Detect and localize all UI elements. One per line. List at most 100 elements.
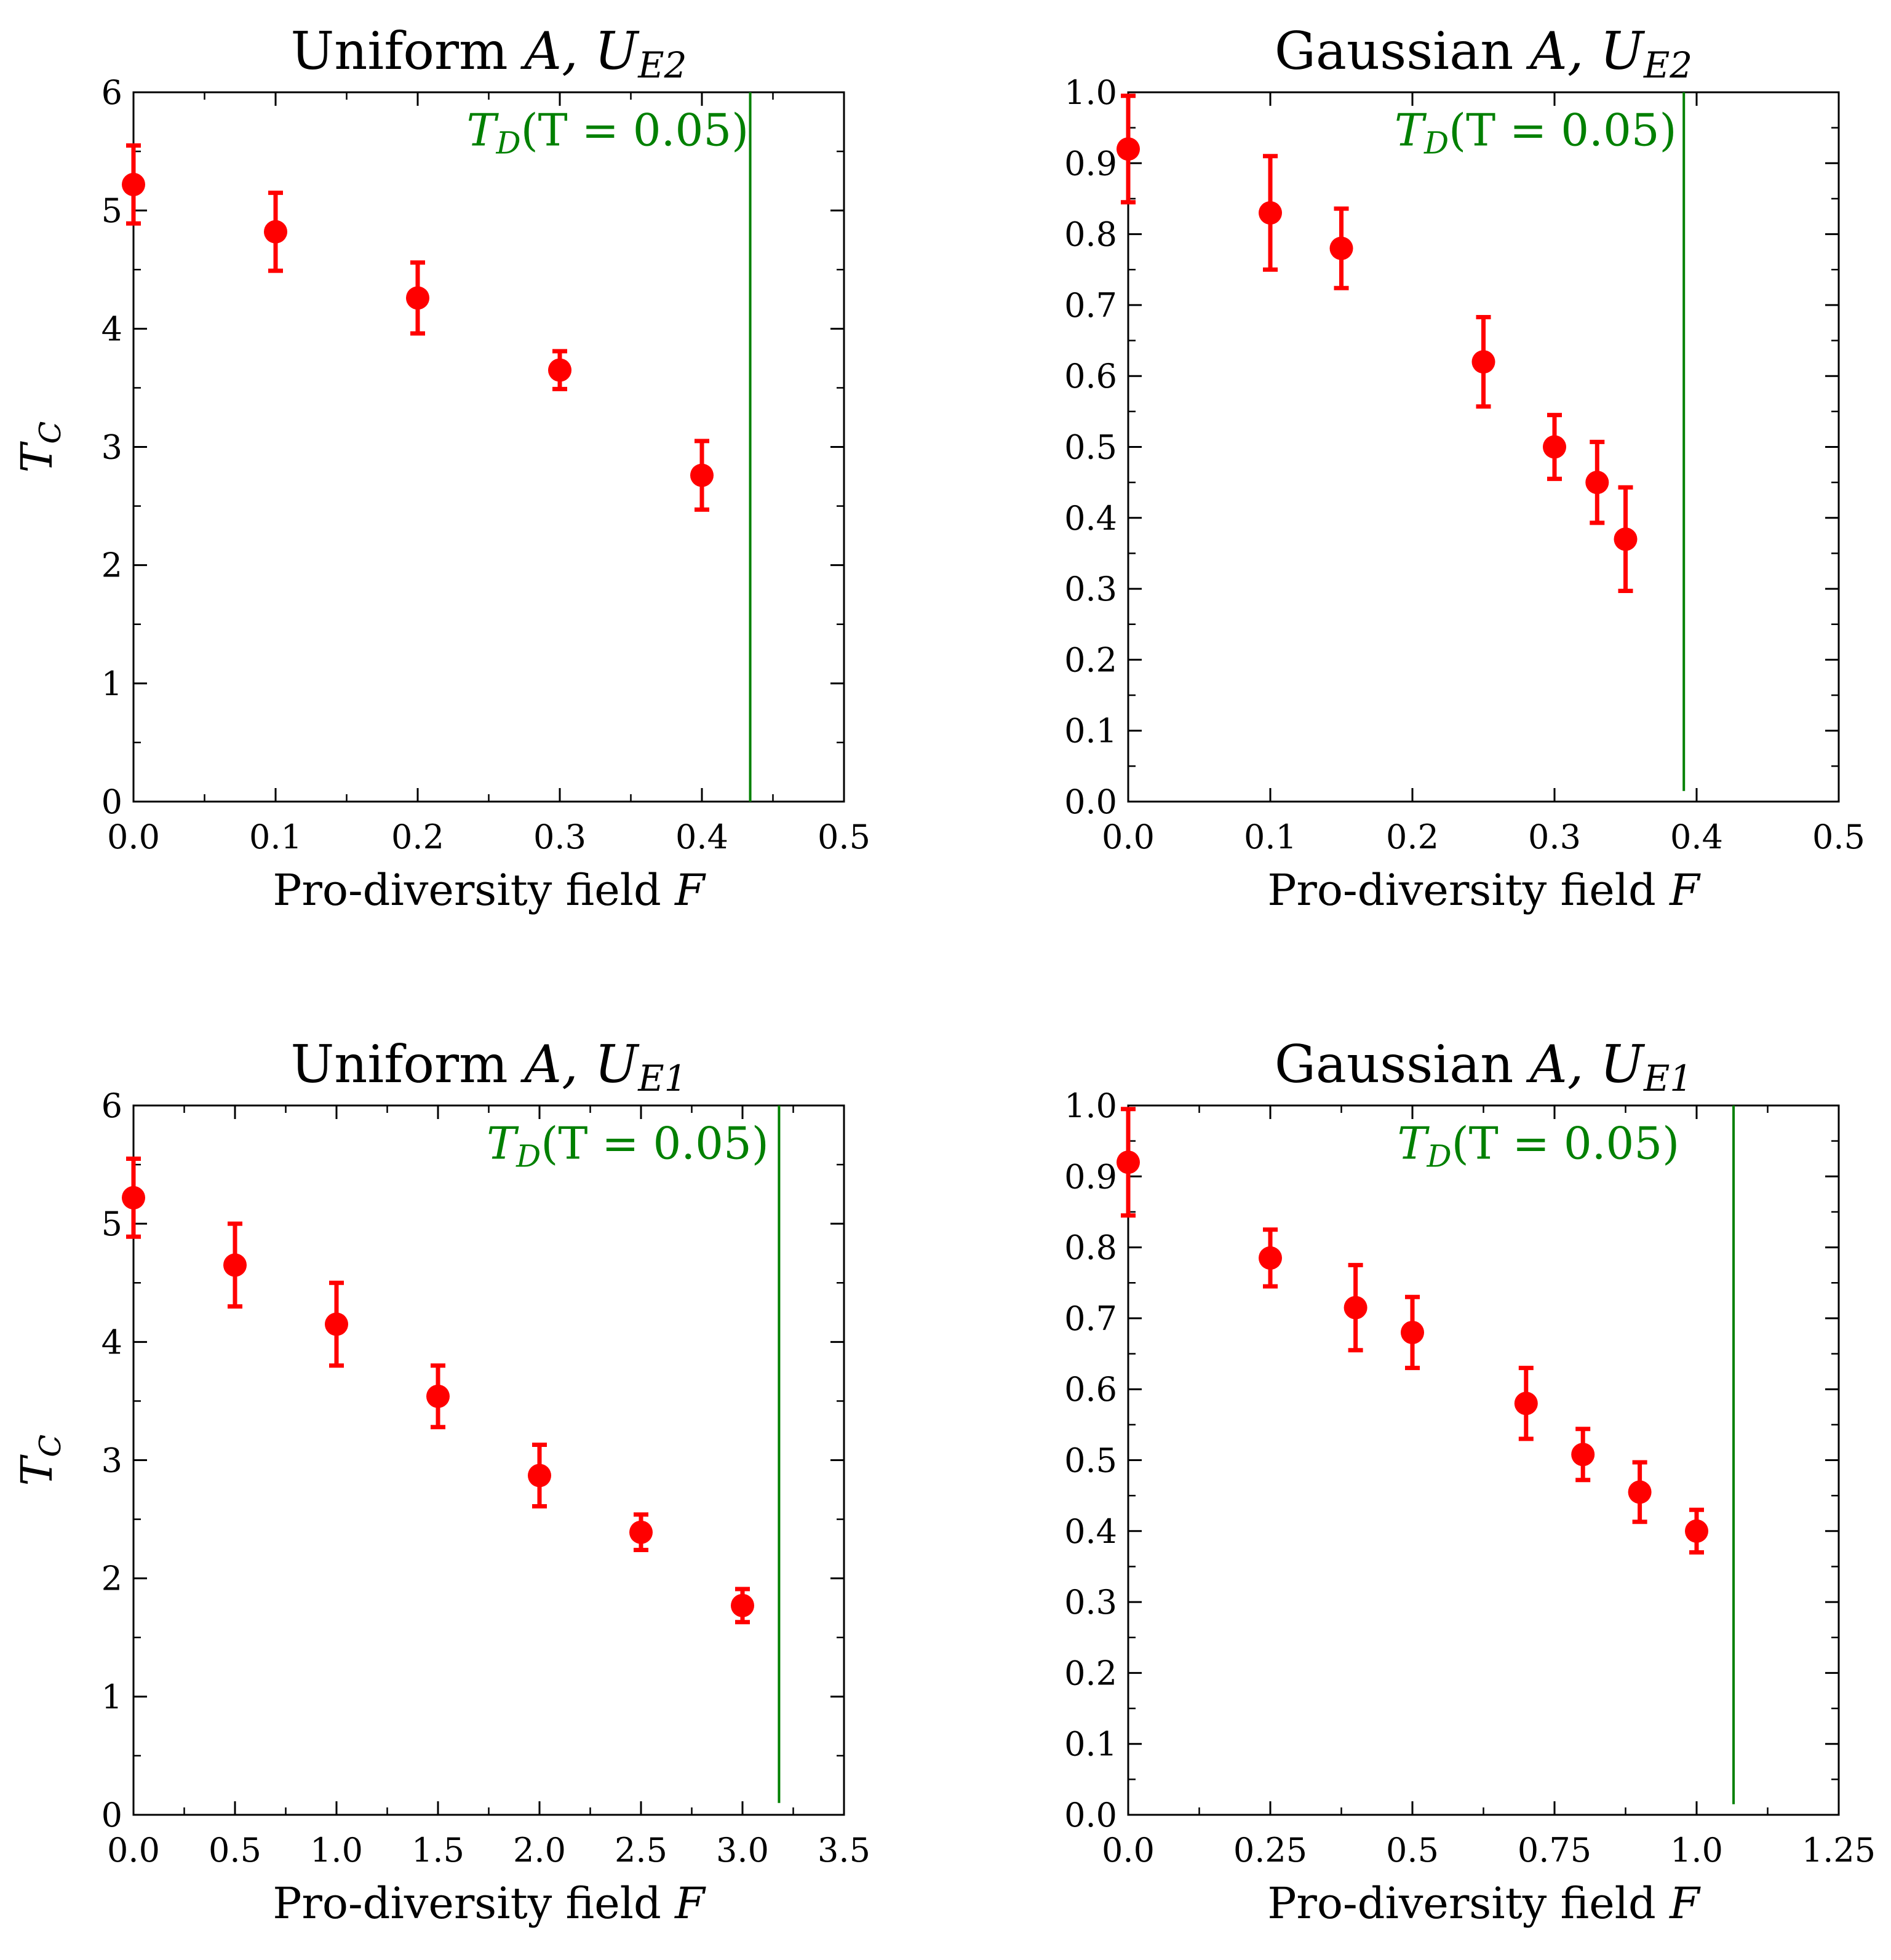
title-symbol: U [1600,1034,1646,1094]
x-tick-label: 0.1 [249,818,302,856]
x-tick-label: 0.75 [1518,1831,1591,1870]
y-tick-label: 0.6 [1064,1370,1117,1409]
data-point [1628,1480,1652,1504]
x-tick-label: 0.0 [1102,1831,1155,1870]
y-tick-label: 0.4 [1064,1512,1117,1551]
data-point [1514,1392,1538,1416]
title-subscript: E2 [1643,44,1692,86]
x-tick-label: 0.5 [1386,1831,1439,1870]
data-point [1543,435,1566,459]
y-tick-label: 0.2 [1064,1654,1117,1692]
data-point [731,1593,754,1617]
data-point [426,1384,450,1408]
y-tick-label: 0.0 [1064,1796,1117,1835]
title-lead: Gaussian [1275,21,1530,81]
reference-label: TD(T = 0.05) [1398,1117,1680,1174]
x-axis-label-text: Pro-diversity field [1267,1878,1670,1929]
y-tick-label: 0.2 [1064,640,1117,679]
y-tick-label: 3 [102,428,122,467]
x-tick-label: 1.0 [1670,1831,1723,1870]
y-axis-label-symbol: T [12,1454,62,1486]
x-tick-label: 0.4 [1670,818,1723,856]
y-axis-label-subscript: C [33,1435,68,1457]
x-tick-label: 0.3 [1528,818,1581,856]
reference-label: TD(T = 0.05) [466,104,749,161]
title-lead: Uniform [290,1034,524,1094]
title-lead: Uniform [290,21,524,81]
y-tick-label: 0.5 [1064,1441,1117,1480]
x-tick-label: 0.5 [1812,818,1865,856]
data-point [1259,1246,1282,1270]
x-tick-label: 0.0 [107,1831,160,1870]
data-point [223,1253,247,1277]
x-tick-label: 2.0 [513,1831,566,1870]
reference-label-text: (T = 0.05) [521,104,749,156]
x-tick-label: 3.5 [818,1831,870,1870]
y-tick-label: 0.4 [1064,499,1117,538]
data-point [1329,236,1353,260]
data-point [1117,1150,1140,1174]
data-point [1685,1519,1708,1543]
x-tick-label: 0.2 [391,818,444,856]
title-subscript: E2 [637,44,687,86]
y-tick-label: 2 [102,1560,122,1598]
reference-label-subscript: D [1427,1138,1452,1174]
data-point [1117,137,1140,161]
x-axis-label-text: Pro-diversity field [1267,865,1670,915]
data-point [122,1185,145,1209]
reference-label-text: (T = 0.05) [1449,104,1677,156]
title-var: A, [520,1034,594,1094]
plot-frame [1127,91,1840,803]
x-tick-label: 0.25 [1233,1831,1307,1870]
chart-panel-3: 0.0 0.5 1.0 1.5 2.0 2.5 3.0 3.5 0 1 2 3 4 5 6 Uniform A… [12,1034,870,1929]
y-tick-label: 1.0 [1064,73,1117,112]
data-point [122,172,145,196]
y-tick-label: 0.1 [1064,1725,1117,1764]
y-tick-label: 0.5 [1064,428,1117,467]
title-var: A, [1526,1034,1600,1094]
chart-panel-4: 0.0 0.25 0.5 0.75 1.0 1.250.00.10.20.30.40.50… [12,1034,1876,1929]
x-tick-label: 0.1 [1244,818,1297,856]
data-point [1585,471,1609,495]
data-point [1614,527,1638,551]
y-tick-label: 0.6 [1064,357,1117,396]
data-point [1259,201,1282,225]
y-tick-label: 0.0 [1064,783,1117,821]
y-tick-label: 0.3 [1064,570,1117,608]
x-tick-label: 1.5 [412,1831,464,1870]
data-point [1344,1296,1367,1320]
data-point [528,1464,551,1488]
y-tick-label: 4 [102,1323,122,1361]
y-tick-label: 1.0 [1064,1086,1117,1125]
reference-label-symbol: T [466,104,499,156]
x-axis-label: Pro-diversity field F [1267,1878,1701,1929]
y-axis-label-subscript: C [33,1435,68,1457]
chart-title: Gaussian A, UE1 [1275,1034,1692,1099]
reference-label: TD(T = 0.05) [487,1117,769,1174]
data-point [1571,1443,1595,1467]
title-symbol: U [594,21,640,81]
x-axis-label-text: Pro-diversity field [273,865,675,915]
reference-label-text: (T = 0.05) [1452,1117,1680,1169]
chart-panel-1: 0.0 0.1 0.2 0.3 0.4 0.5 0 1 2 3 4 5 6 Uniform A, UE2 P… [12,21,870,915]
reference-label-subscript: D [516,1138,541,1174]
reference-label: TD(T = 0.05) [1395,104,1677,161]
data-point [629,1520,653,1544]
x-tick-label: 0.5 [818,818,870,856]
reference-label-symbol: T [1398,1117,1430,1169]
y-axis-label: TC [12,421,68,472]
y-axis-label: TC [12,1435,68,1486]
x-axis-label-var: F [1668,1878,1701,1929]
x-tick-label: 0.5 [209,1831,261,1870]
y-tick-label: 3 [102,1441,122,1480]
x-tick-label: 0.2 [1386,818,1439,856]
title-var: A, [1526,21,1600,81]
y-axis-label: TC [12,1435,68,1486]
y-tick-label: 1 [102,664,122,703]
data-point [325,1312,348,1336]
x-tick-label: 0.0 [1102,818,1155,856]
x-axis-label-var: F [1668,865,1701,915]
title-symbol: U [1600,21,1646,81]
y-tick-label: 5 [102,1205,122,1243]
